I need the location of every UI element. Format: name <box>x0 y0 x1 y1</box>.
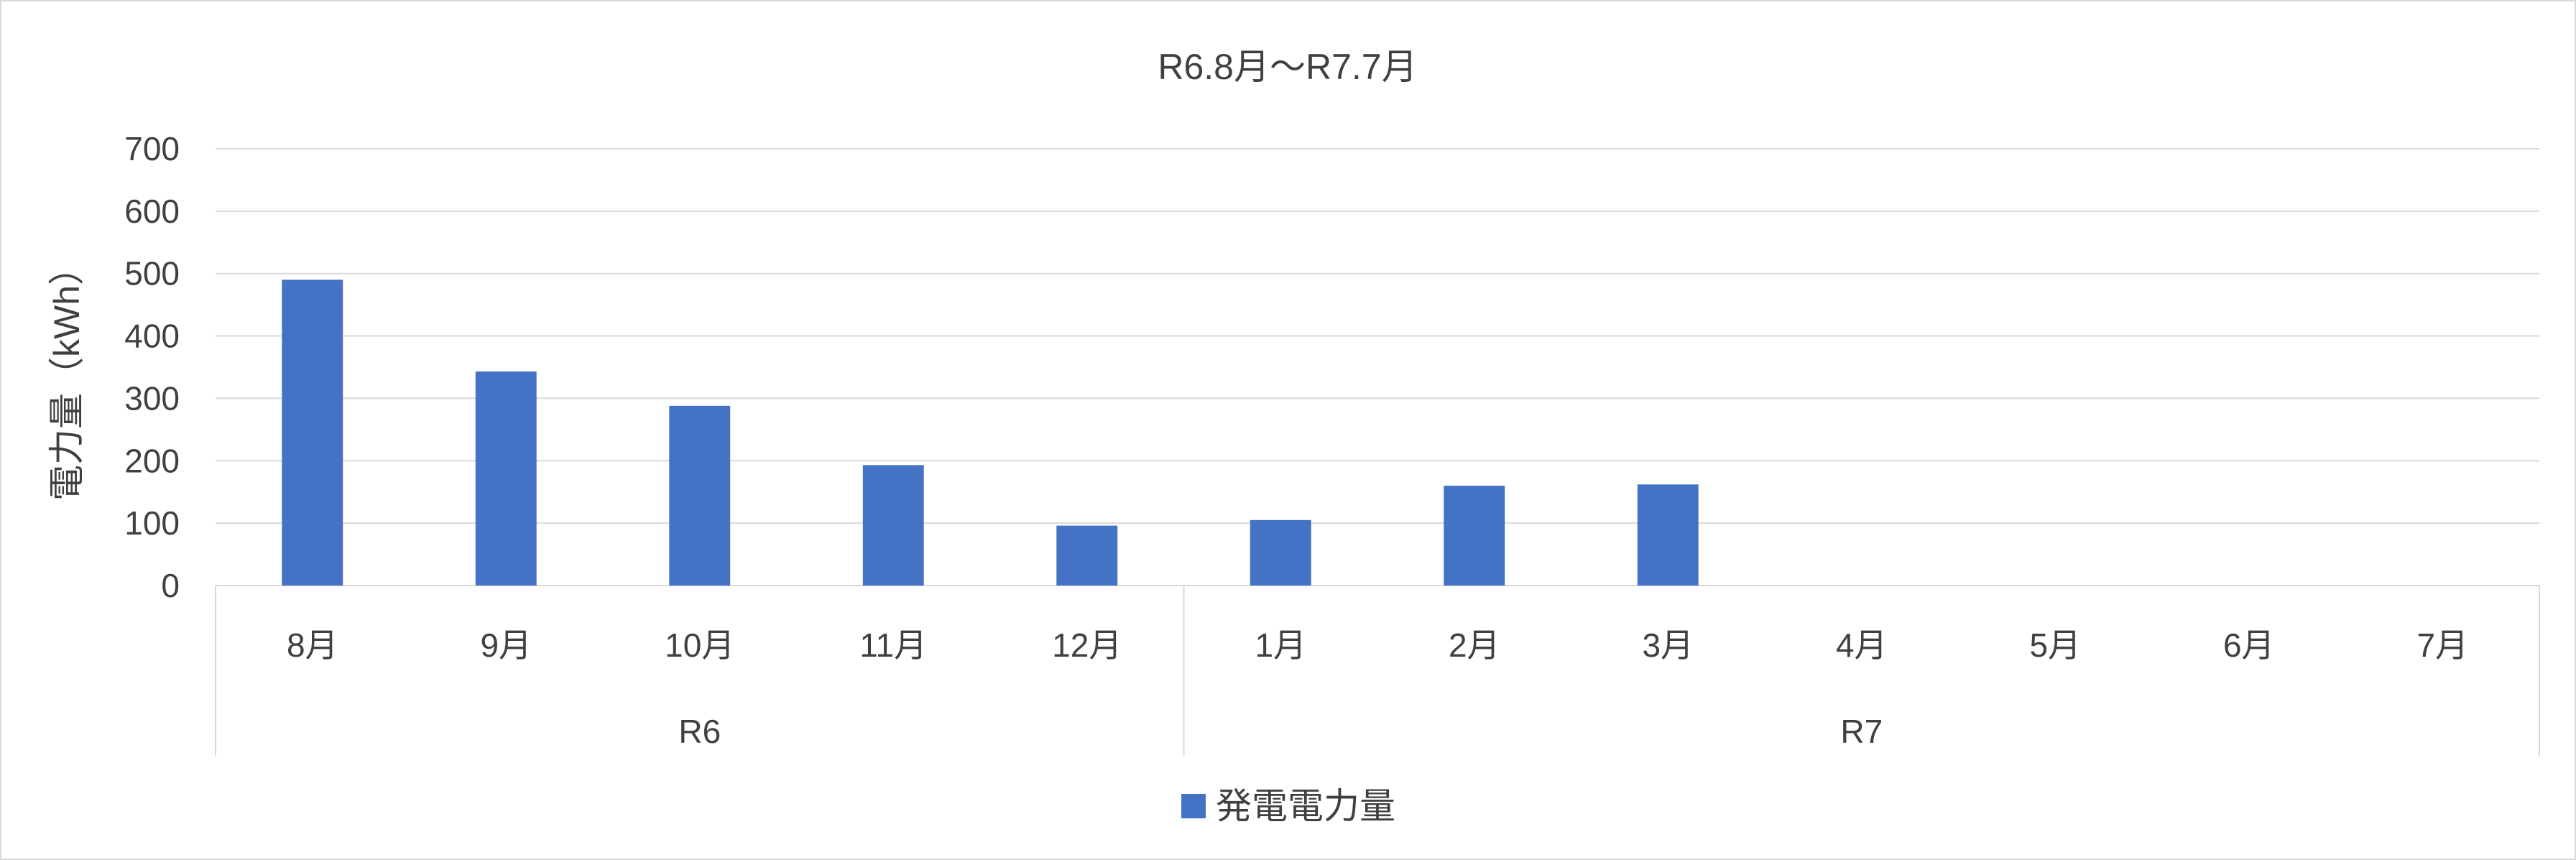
bar <box>1444 486 1505 586</box>
bar <box>1056 525 1118 586</box>
y-tick-label: 300 <box>124 379 180 417</box>
legend: 発電電力量 <box>1181 786 1395 826</box>
legend-label: 発電電力量 <box>1216 786 1395 826</box>
bar <box>862 465 924 586</box>
bar <box>475 371 537 586</box>
y-axis-label: 電力量（kWh） <box>47 249 87 501</box>
bar <box>1637 484 1699 586</box>
x-tick-label: 10月 <box>665 626 734 664</box>
y-tick-label: 0 <box>161 567 180 604</box>
y-tick-label: 500 <box>124 255 180 292</box>
x-tick-label: 11月 <box>859 626 927 664</box>
x-tick-label: 8月 <box>287 626 338 664</box>
chart-title: R6.8月～R7.7月 <box>1158 47 1417 87</box>
y-tick-label: 100 <box>124 504 180 542</box>
x-tick-label: 9月 <box>480 626 532 664</box>
x-tick-label: 2月 <box>1449 626 1500 664</box>
bar <box>1250 519 1311 586</box>
x-tick-label: 4月 <box>1836 626 1888 664</box>
x-group-label: R6 <box>678 713 721 750</box>
x-tick-label: 5月 <box>2029 626 2081 664</box>
x-group-label: R7 <box>1840 713 1883 750</box>
gridlines <box>216 148 2539 586</box>
axes: 0 100 200 300 400 500 600 700 8月 9月 10月 11月 12月 1月 2月 3… <box>124 130 2540 756</box>
x-tick-label: 7月 <box>2416 626 2468 664</box>
legend-swatch <box>1181 794 1206 818</box>
y-tick-label: 700 <box>124 130 180 167</box>
y-tick-label: 600 <box>124 193 180 230</box>
x-tick-label: 1月 <box>1255 626 1306 664</box>
y-tick-label: 400 <box>124 318 180 355</box>
x-tick-label: 6月 <box>2223 626 2275 664</box>
x-tick-label: 3月 <box>1642 626 1694 664</box>
bar <box>669 405 731 586</box>
bar <box>282 279 343 586</box>
bars <box>282 279 1699 586</box>
x-tick-label: 12月 <box>1052 626 1122 664</box>
y-tick-label: 200 <box>124 442 180 479</box>
